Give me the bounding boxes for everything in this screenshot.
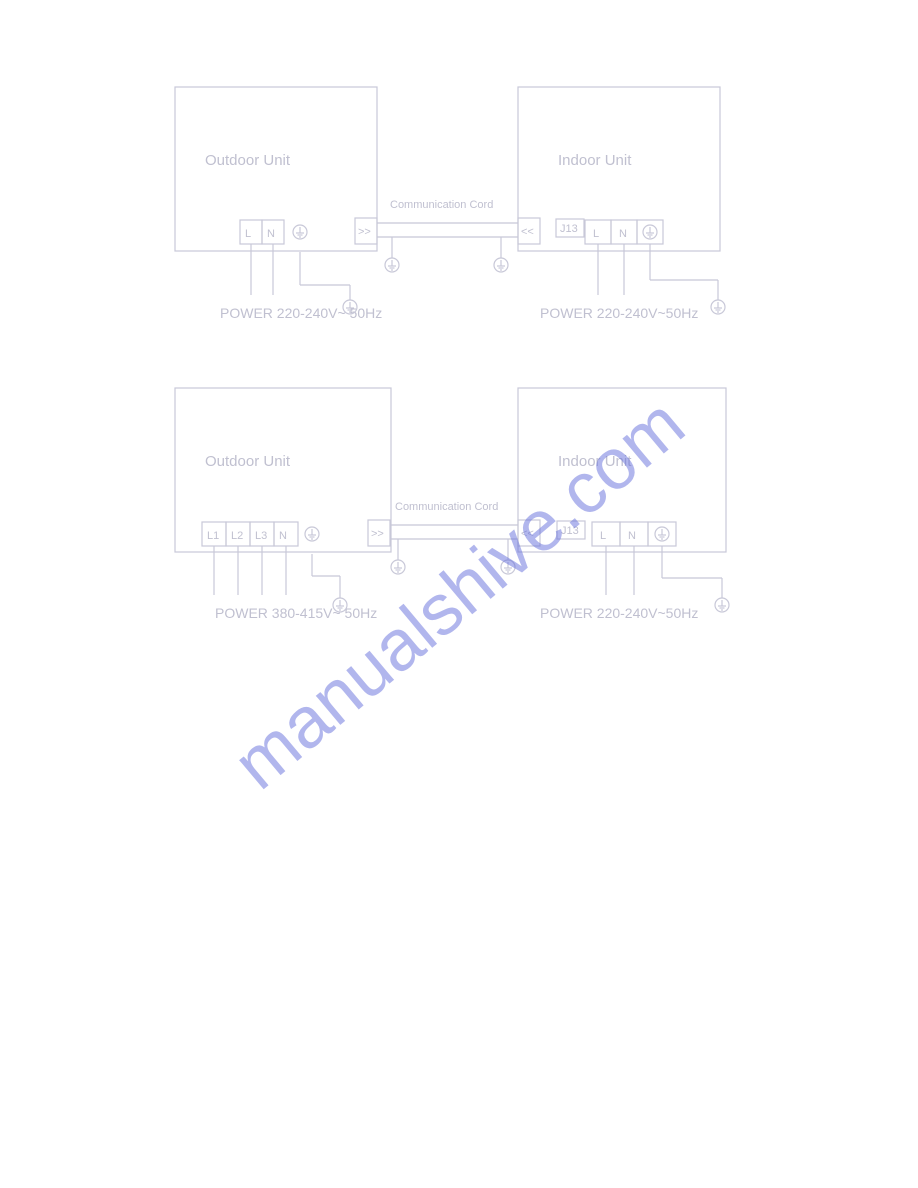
svg-text:Indoor Unit: Indoor Unit [558,152,632,169]
svg-text:Outdoor Unit: Outdoor Unit [205,152,291,169]
svg-text:<<: << [521,226,534,238]
svg-text:N: N [267,228,275,240]
svg-text:Outdoor Unit: Outdoor Unit [205,453,291,470]
svg-text:J13: J13 [561,525,579,537]
svg-text:N: N [279,530,287,542]
svg-text:Communication Cord: Communication Cord [390,199,493,211]
svg-text:Communication Cord: Communication Cord [395,501,498,513]
svg-text:L2: L2 [231,530,243,542]
svg-text:L: L [593,228,599,240]
wiring-diagram-svg: Outdoor Unit L N >> POWER 220-240V~ 50Hz Indo… [0,0,918,1188]
svg-text:Indoor Unit: Indoor Unit [558,453,632,470]
svg-text:>>: >> [358,226,371,238]
svg-text:POWER 220-240V~50Hz: POWER 220-240V~50Hz [540,605,698,621]
svg-text:L3: L3 [255,530,267,542]
svg-text:L: L [245,228,251,240]
svg-text:L: L [600,530,606,542]
svg-text:N: N [628,530,636,542]
svg-text:>>: >> [371,528,384,540]
svg-text:POWER 220-240V~ 50Hz: POWER 220-240V~ 50Hz [220,305,382,321]
svg-text:N: N [619,228,627,240]
svg-text:J13: J13 [560,223,578,235]
svg-text:POWER 380-415V~ 50Hz: POWER 380-415V~ 50Hz [215,605,377,621]
svg-text:POWER 220-240V~50Hz: POWER 220-240V~50Hz [540,305,698,321]
svg-text:<<: << [521,528,534,540]
svg-text:L1: L1 [207,530,219,542]
